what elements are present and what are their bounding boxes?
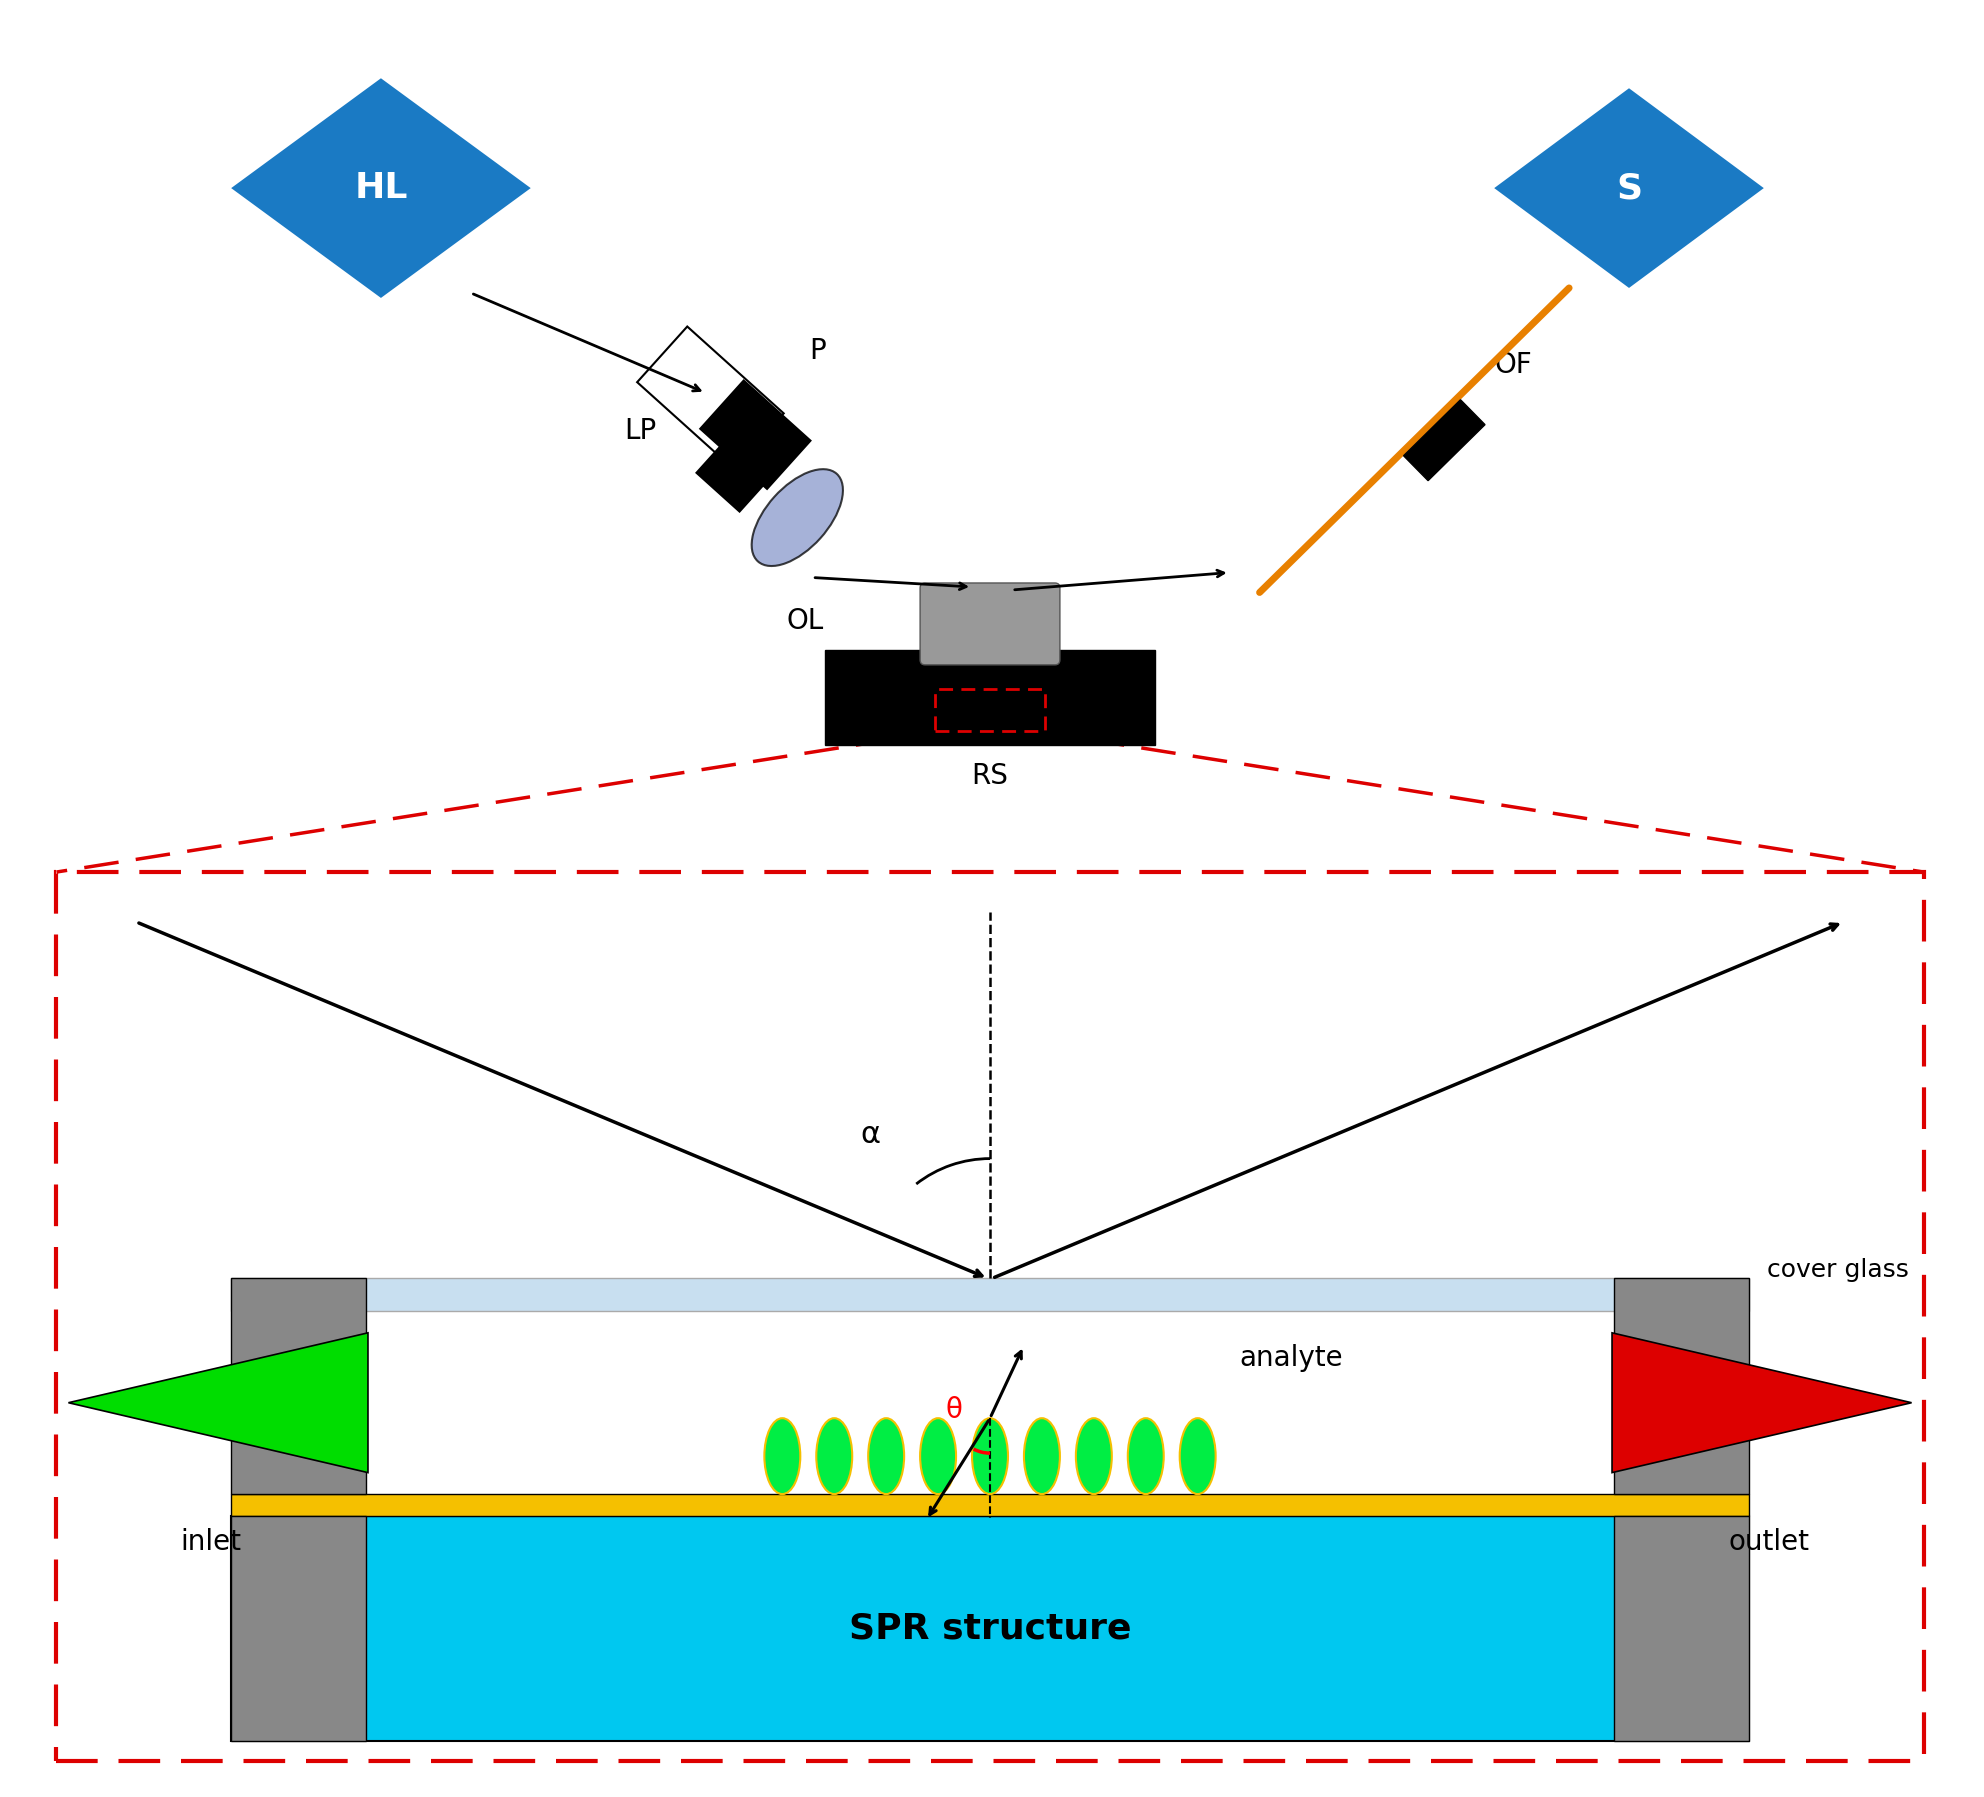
FancyBboxPatch shape — [825, 651, 1155, 744]
Ellipse shape — [1127, 1418, 1165, 1493]
Text: outlet: outlet — [1728, 1527, 1809, 1556]
FancyBboxPatch shape — [232, 1278, 365, 1493]
Text: SPR structure: SPR structure — [849, 1612, 1131, 1646]
Ellipse shape — [1180, 1418, 1216, 1493]
Text: HL: HL — [355, 171, 407, 205]
FancyBboxPatch shape — [1615, 1278, 1748, 1493]
Polygon shape — [1613, 1333, 1911, 1472]
Ellipse shape — [869, 1418, 905, 1493]
Text: α: α — [861, 1120, 881, 1148]
Text: analyte: analyte — [1240, 1344, 1343, 1371]
Polygon shape — [1494, 88, 1764, 288]
Text: θ: θ — [944, 1396, 962, 1425]
Text: OL: OL — [788, 607, 823, 636]
Ellipse shape — [815, 1418, 853, 1493]
Text: inlet: inlet — [181, 1527, 242, 1556]
FancyBboxPatch shape — [232, 1517, 365, 1741]
Ellipse shape — [764, 1418, 800, 1493]
Text: S: S — [1615, 171, 1643, 205]
FancyBboxPatch shape — [232, 1493, 1748, 1517]
Ellipse shape — [921, 1418, 956, 1493]
Polygon shape — [232, 79, 530, 298]
Polygon shape — [1403, 399, 1484, 480]
Text: RS: RS — [972, 762, 1008, 789]
FancyBboxPatch shape — [232, 1517, 1748, 1741]
Text: OF: OF — [1494, 352, 1532, 379]
FancyBboxPatch shape — [1615, 1517, 1748, 1741]
Polygon shape — [637, 327, 784, 469]
Polygon shape — [696, 429, 778, 512]
FancyBboxPatch shape — [921, 582, 1059, 665]
Polygon shape — [67, 1333, 367, 1472]
Polygon shape — [700, 381, 811, 489]
Text: cover glass: cover glass — [1768, 1258, 1909, 1281]
Text: LP: LP — [625, 417, 657, 444]
Text: P: P — [809, 336, 825, 365]
Ellipse shape — [752, 469, 843, 566]
Ellipse shape — [1075, 1418, 1111, 1493]
Ellipse shape — [1024, 1418, 1059, 1493]
Ellipse shape — [972, 1418, 1008, 1493]
FancyBboxPatch shape — [232, 1278, 1748, 1312]
